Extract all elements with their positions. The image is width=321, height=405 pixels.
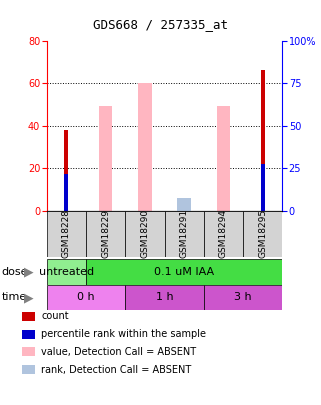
- Bar: [204, 211, 243, 257]
- Bar: [177, 204, 191, 211]
- Text: ▶: ▶: [24, 291, 34, 304]
- Bar: [86, 259, 282, 285]
- Text: time: time: [2, 292, 27, 303]
- Text: percentile rank within the sample: percentile rank within the sample: [41, 329, 206, 339]
- Text: count: count: [41, 311, 69, 321]
- Bar: [125, 211, 164, 257]
- Bar: [47, 259, 86, 285]
- Bar: [217, 107, 230, 211]
- Bar: [125, 285, 204, 310]
- Bar: [99, 107, 112, 211]
- Bar: [177, 198, 191, 211]
- Bar: [261, 70, 265, 211]
- Text: GSM18294: GSM18294: [219, 209, 228, 258]
- Text: ▶: ▶: [24, 265, 34, 279]
- Text: GSM18228: GSM18228: [62, 209, 71, 258]
- Text: GSM18229: GSM18229: [101, 209, 110, 258]
- Text: GSM18291: GSM18291: [180, 209, 189, 258]
- Bar: [204, 285, 282, 310]
- Bar: [138, 83, 152, 211]
- Text: GSM18290: GSM18290: [140, 209, 149, 258]
- Bar: [65, 175, 68, 211]
- Bar: [47, 211, 86, 257]
- Bar: [243, 211, 282, 257]
- Text: untreated: untreated: [39, 267, 94, 277]
- Text: 0 h: 0 h: [77, 292, 95, 303]
- Text: GDS668 / 257335_at: GDS668 / 257335_at: [93, 18, 228, 31]
- Text: 3 h: 3 h: [234, 292, 252, 303]
- Text: rank, Detection Call = ABSENT: rank, Detection Call = ABSENT: [41, 365, 191, 375]
- Text: GSM18295: GSM18295: [258, 209, 267, 258]
- Bar: [47, 285, 125, 310]
- Text: dose: dose: [2, 267, 28, 277]
- Text: value, Detection Call = ABSENT: value, Detection Call = ABSENT: [41, 347, 196, 357]
- Text: 0.1 uM IAA: 0.1 uM IAA: [154, 267, 214, 277]
- Bar: [86, 211, 125, 257]
- Text: 1 h: 1 h: [156, 292, 173, 303]
- Bar: [65, 130, 68, 211]
- Bar: [165, 211, 204, 257]
- Bar: [261, 164, 265, 211]
